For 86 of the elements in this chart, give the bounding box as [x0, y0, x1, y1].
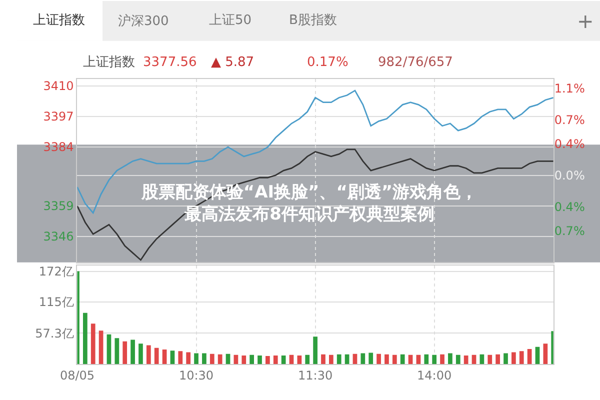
text: +	[577, 9, 594, 33]
text: 0.17%	[307, 55, 348, 70]
y2-tick-label: 0.7%	[554, 113, 585, 128]
bar	[266, 356, 270, 364]
y2-tick-label: 0.7%	[554, 224, 585, 238]
bar	[273, 355, 278, 364]
bar	[527, 348, 532, 364]
text: 上证指数	[83, 55, 135, 70]
bar	[512, 352, 516, 364]
bar	[162, 350, 167, 364]
bar	[289, 354, 294, 364]
bar	[297, 355, 302, 364]
bar	[496, 354, 500, 364]
bar	[543, 344, 548, 364]
bar	[448, 353, 452, 364]
bar	[392, 354, 397, 364]
x-tick-label: 10:30	[178, 368, 214, 382]
x-tick-label: 11:30	[298, 368, 333, 382]
bar	[384, 354, 389, 364]
y-tick-label: 115亿	[38, 295, 74, 310]
y-tick-label: 3410	[43, 79, 74, 94]
y-tick-label: 3384	[43, 140, 74, 154]
bar	[480, 354, 484, 364]
bar	[106, 334, 112, 364]
bar	[336, 354, 342, 364]
bar	[456, 354, 460, 364]
bar	[344, 354, 350, 364]
y-tick-label: 57.3亿	[35, 326, 74, 340]
y2-tick-label: 0.4%	[554, 200, 585, 214]
text: ▲ 5.87	[211, 55, 254, 70]
x-tick-label: 08/05	[60, 368, 95, 382]
bar	[130, 340, 135, 364]
y-tick-label: 3346	[43, 230, 74, 244]
bar	[472, 354, 476, 364]
x-tick-label: 14:00	[417, 368, 452, 382]
bar	[424, 354, 429, 364]
bar	[368, 352, 374, 364]
bar	[186, 352, 191, 364]
bar	[400, 354, 405, 364]
bar	[234, 354, 238, 364]
bar	[321, 354, 326, 364]
y2-tick-label: 0.0%	[554, 168, 585, 183]
y2-tick-label: 0.4%	[554, 136, 585, 151]
bar	[194, 353, 198, 364]
bar	[416, 354, 421, 364]
y-tick-label: 3397	[43, 110, 74, 124]
bar	[114, 338, 120, 364]
text: 上证50	[209, 13, 252, 28]
text: B股指数	[289, 13, 337, 28]
bar	[504, 353, 508, 364]
bar	[138, 344, 143, 364]
bar	[170, 350, 175, 364]
bar	[250, 354, 254, 364]
y-tick-label: 172亿	[38, 264, 74, 278]
bar	[242, 355, 246, 364]
bar	[178, 351, 183, 364]
y-tick-label: 3359	[43, 199, 74, 214]
bar	[258, 355, 262, 364]
bar	[328, 354, 334, 364]
bar	[281, 355, 286, 364]
bar	[432, 354, 437, 364]
text: 沪深300	[118, 13, 169, 29]
bar	[360, 353, 366, 364]
bar	[464, 355, 468, 364]
text: 982/76/657	[378, 55, 453, 70]
y2-tick-label: 1.1%	[554, 81, 585, 96]
bar	[488, 354, 492, 364]
bar	[122, 341, 128, 364]
bar	[376, 354, 381, 364]
bar	[210, 354, 214, 364]
bar	[535, 346, 540, 364]
bar	[82, 312, 88, 364]
bar	[154, 348, 159, 364]
text: 上证指数	[33, 13, 85, 28]
bar	[313, 336, 318, 364]
line-series	[77, 148, 554, 261]
bar	[440, 354, 444, 364]
bar	[90, 324, 96, 364]
bar	[202, 353, 206, 364]
text: 3377.56	[143, 55, 197, 70]
bar	[218, 354, 222, 364]
bar	[519, 351, 524, 364]
bar	[305, 354, 310, 364]
bar	[146, 345, 151, 364]
bar	[408, 354, 413, 364]
bar	[98, 330, 104, 364]
